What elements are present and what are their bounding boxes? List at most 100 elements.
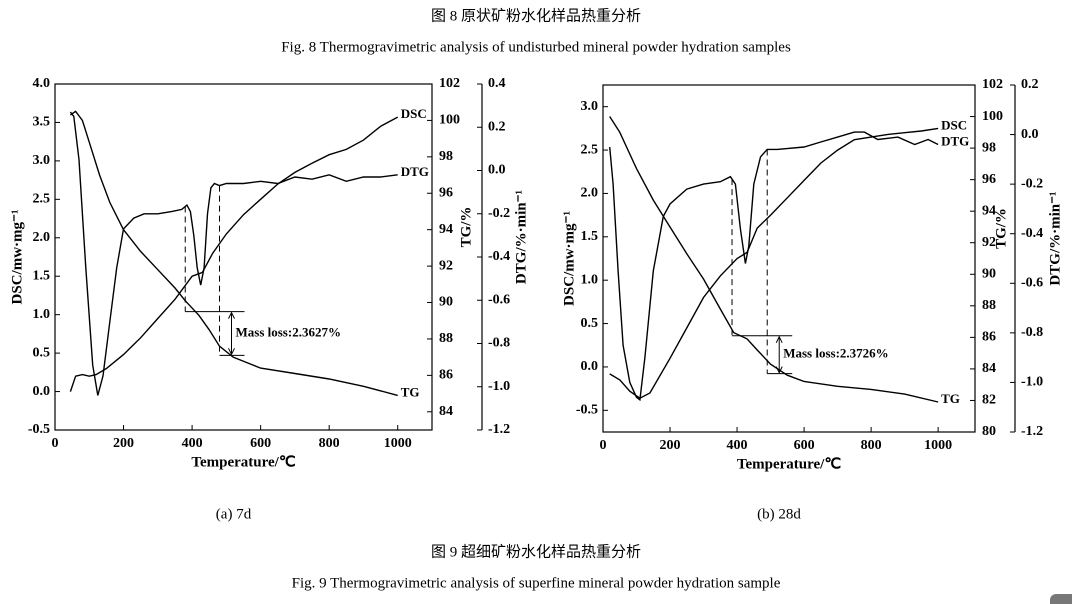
y2-tick-label: 94 [982,203,996,218]
y-axis-label: DSC/mw·mg⁻¹ [561,211,577,306]
y2-tick-label: 98 [439,149,453,164]
x-tick-label: 800 [319,436,340,451]
y-tick-label: 1.0 [581,272,599,287]
annotation: Mass loss:2.3726% [783,346,888,361]
y3-tick-label: -0.6 [1021,276,1043,291]
x-tick-label: 600 [250,436,271,451]
y-tick-label: 2.0 [581,186,599,201]
y2-tick-label: 92 [982,235,996,250]
y-tick-label: 3.5 [33,115,51,130]
plot-frame [602,84,976,433]
y-tick-label: 1.0 [33,307,51,322]
y2-tick-label: 96 [439,185,453,200]
caption-en: Fig. 8 Thermogravimetric analysis of und… [281,39,791,55]
subtitle: (a) 7d [216,506,252,522]
y-tick-label: 3.0 [581,99,599,114]
series-line [69,111,398,396]
y-tick-label: -0.5 [28,422,50,437]
caption-cn: 图 9 超细矿粉水化样品热重分析 [431,543,641,560]
y3-tick-label: 0.2 [1021,77,1039,92]
y2-tick-label: 102 [439,76,460,91]
y3-tick-label: -0.4 [1021,226,1043,241]
x-tick-label: 0 [600,438,607,453]
y2-tick-label: 90 [982,266,996,281]
caption-en: Fig. 9 Thermogravimetric analysis of sup… [292,575,781,591]
y3-tick-label: -1.2 [488,422,510,437]
y-tick-label: 0.5 [581,316,599,331]
x-tick-label: 400 [182,436,203,451]
y2-axis-label: TG/% [993,208,1009,249]
series-line [609,131,939,402]
y3-axis-label: DTG/%·min⁻¹ [513,190,529,284]
y2-axis-label: TG/% [458,207,474,248]
x-tick-label: 1000 [384,436,412,451]
y2-tick-label: 84 [982,361,996,376]
series-line [609,127,939,400]
series-label: TG [401,384,420,399]
y2-tick-label: 92 [439,258,453,273]
y2-tick-label: 100 [439,113,460,128]
y3-tick-label: 0.0 [1021,127,1039,142]
arrow-head [775,366,783,374]
x-tick-label: 200 [113,436,134,451]
y3-tick-label: -0.2 [488,206,510,221]
x-tick-label: 1000 [924,438,952,453]
y-tick-label: 0.0 [581,359,599,374]
y3-axis-label: DTG/%·min⁻¹ [1047,191,1063,285]
y-tick-label: 0.5 [33,345,51,360]
x-axis-label: Temperature/℃ [191,454,295,470]
arrow-head [775,335,783,344]
series-label: TG [941,391,960,406]
y2-tick-label: 96 [982,172,996,187]
series-label: DSC [941,117,967,132]
arrow-head [228,311,235,319]
y2-tick-label: 94 [439,222,453,237]
y3-tick-label: -0.6 [488,292,510,307]
y-tick-label: 1.5 [581,229,599,244]
arrow-head [228,348,235,356]
y-axis-label: DSC/mw·mg⁻¹ [9,210,25,305]
x-tick-label: 0 [52,436,59,451]
y2-tick-label: 90 [439,295,453,310]
y3-tick-label: 0.4 [488,76,506,91]
y2-tick-label: 86 [982,330,996,345]
y-tick-label: 1.5 [33,268,51,283]
series-label: DTG [401,164,429,179]
y3-tick-label: 0.2 [488,119,506,134]
y-tick-label: 2.5 [581,142,599,157]
y-tick-label: 0.0 [33,384,51,399]
y3-tick-label: -0.8 [488,336,510,351]
plot-frame [54,83,433,431]
annotation: Mass loss:2.3627% [236,324,341,339]
y3-tick-label: -1.0 [488,379,510,394]
y2-tick-label: 86 [439,368,453,383]
y-tick-label: 2.0 [33,230,51,245]
y2-tick-label: 88 [982,298,996,313]
x-tick-label: 800 [861,438,882,453]
y2-tick-label: 98 [982,140,996,155]
y2-tick-label: 82 [982,393,996,408]
series-label: DTG [941,133,969,148]
x-tick-label: 600 [794,438,815,453]
y3-tick-label: -0.8 [1021,325,1043,340]
corner-badge [1050,594,1072,604]
series-label: DSC [401,106,427,121]
y2-tick-label: 100 [982,109,1003,124]
y-tick-label: 4.0 [33,76,51,91]
y-tick-label: -0.5 [576,403,598,418]
y-tick-label: 2.5 [33,192,51,207]
y2-tick-label: 102 [982,77,1003,92]
y3-tick-label: -1.0 [1021,375,1043,390]
y2-tick-label: 80 [982,424,996,439]
subtitle: (b) 28d [757,506,801,522]
y2-tick-label: 88 [439,331,453,346]
y3-tick-label: -1.2 [1021,424,1043,439]
y3-tick-label: 0.0 [488,163,506,178]
x-tick-label: 200 [660,438,681,453]
series-line [609,116,939,403]
x-tick-label: 400 [727,438,748,453]
y2-tick-label: 84 [439,404,453,419]
y3-tick-label: -0.4 [488,249,510,264]
y-tick-label: 3.0 [33,153,51,168]
